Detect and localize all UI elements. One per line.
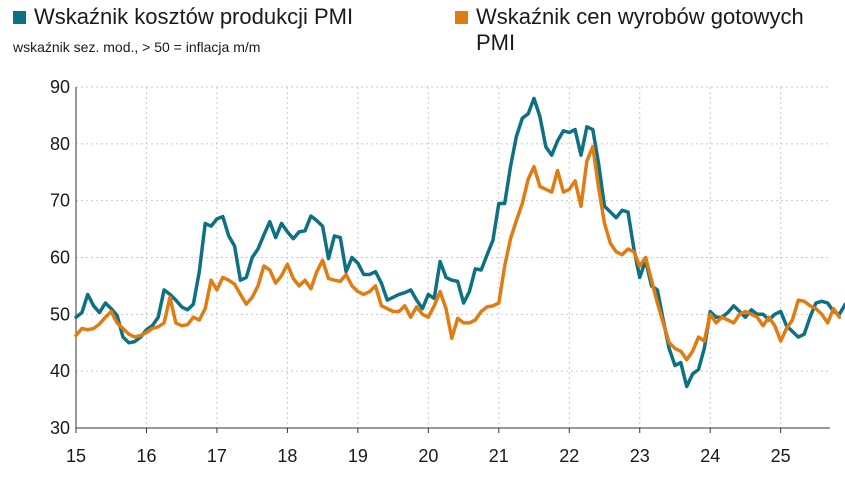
x-tick-label-15: 15: [66, 446, 86, 466]
legend-label-input-costs: Wskaźnik kosztów produkcji PMI: [34, 4, 354, 29]
series-line-input-costs: [74, 96, 845, 389]
x-tick-label-22: 22: [559, 446, 579, 466]
x-tick-label-23: 23: [630, 446, 650, 466]
y-tick-label-60: 60: [50, 248, 70, 268]
x-tick-label-25: 25: [771, 446, 791, 466]
y-tick-label-30: 30: [50, 418, 70, 438]
y-tick-label-70: 70: [50, 191, 70, 211]
y-tick-label-50: 50: [50, 304, 70, 324]
legend-item-output-prices: Wskaźnik cen wyrobów gotowych PMI: [455, 4, 816, 56]
x-tick-label-16: 16: [136, 446, 156, 466]
y-tick-label-90: 90: [50, 77, 70, 97]
y-tick-label-40: 40: [50, 361, 70, 381]
legend-swatch-output-prices: [455, 11, 468, 24]
y-tick-label-80: 80: [50, 134, 70, 154]
chart-subtitle: wskaźnik sez. mod., > 50 = inflacja m/m: [13, 39, 261, 55]
series-line-output-prices: [74, 144, 842, 362]
x-tick-label-20: 20: [418, 446, 438, 466]
x-tick-label-17: 17: [207, 446, 227, 466]
x-tick-label-19: 19: [348, 446, 368, 466]
legend-swatch-input-costs: [13, 11, 26, 24]
legend-item-input-costs: Wskaźnik kosztów produkcji PMI: [13, 4, 353, 30]
x-tick-label-24: 24: [700, 446, 720, 466]
legend-label-output-prices: Wskaźnik cen wyrobów gotowych PMI: [476, 4, 804, 55]
x-tick-label-18: 18: [277, 446, 297, 466]
x-tick-label-21: 21: [489, 446, 509, 466]
